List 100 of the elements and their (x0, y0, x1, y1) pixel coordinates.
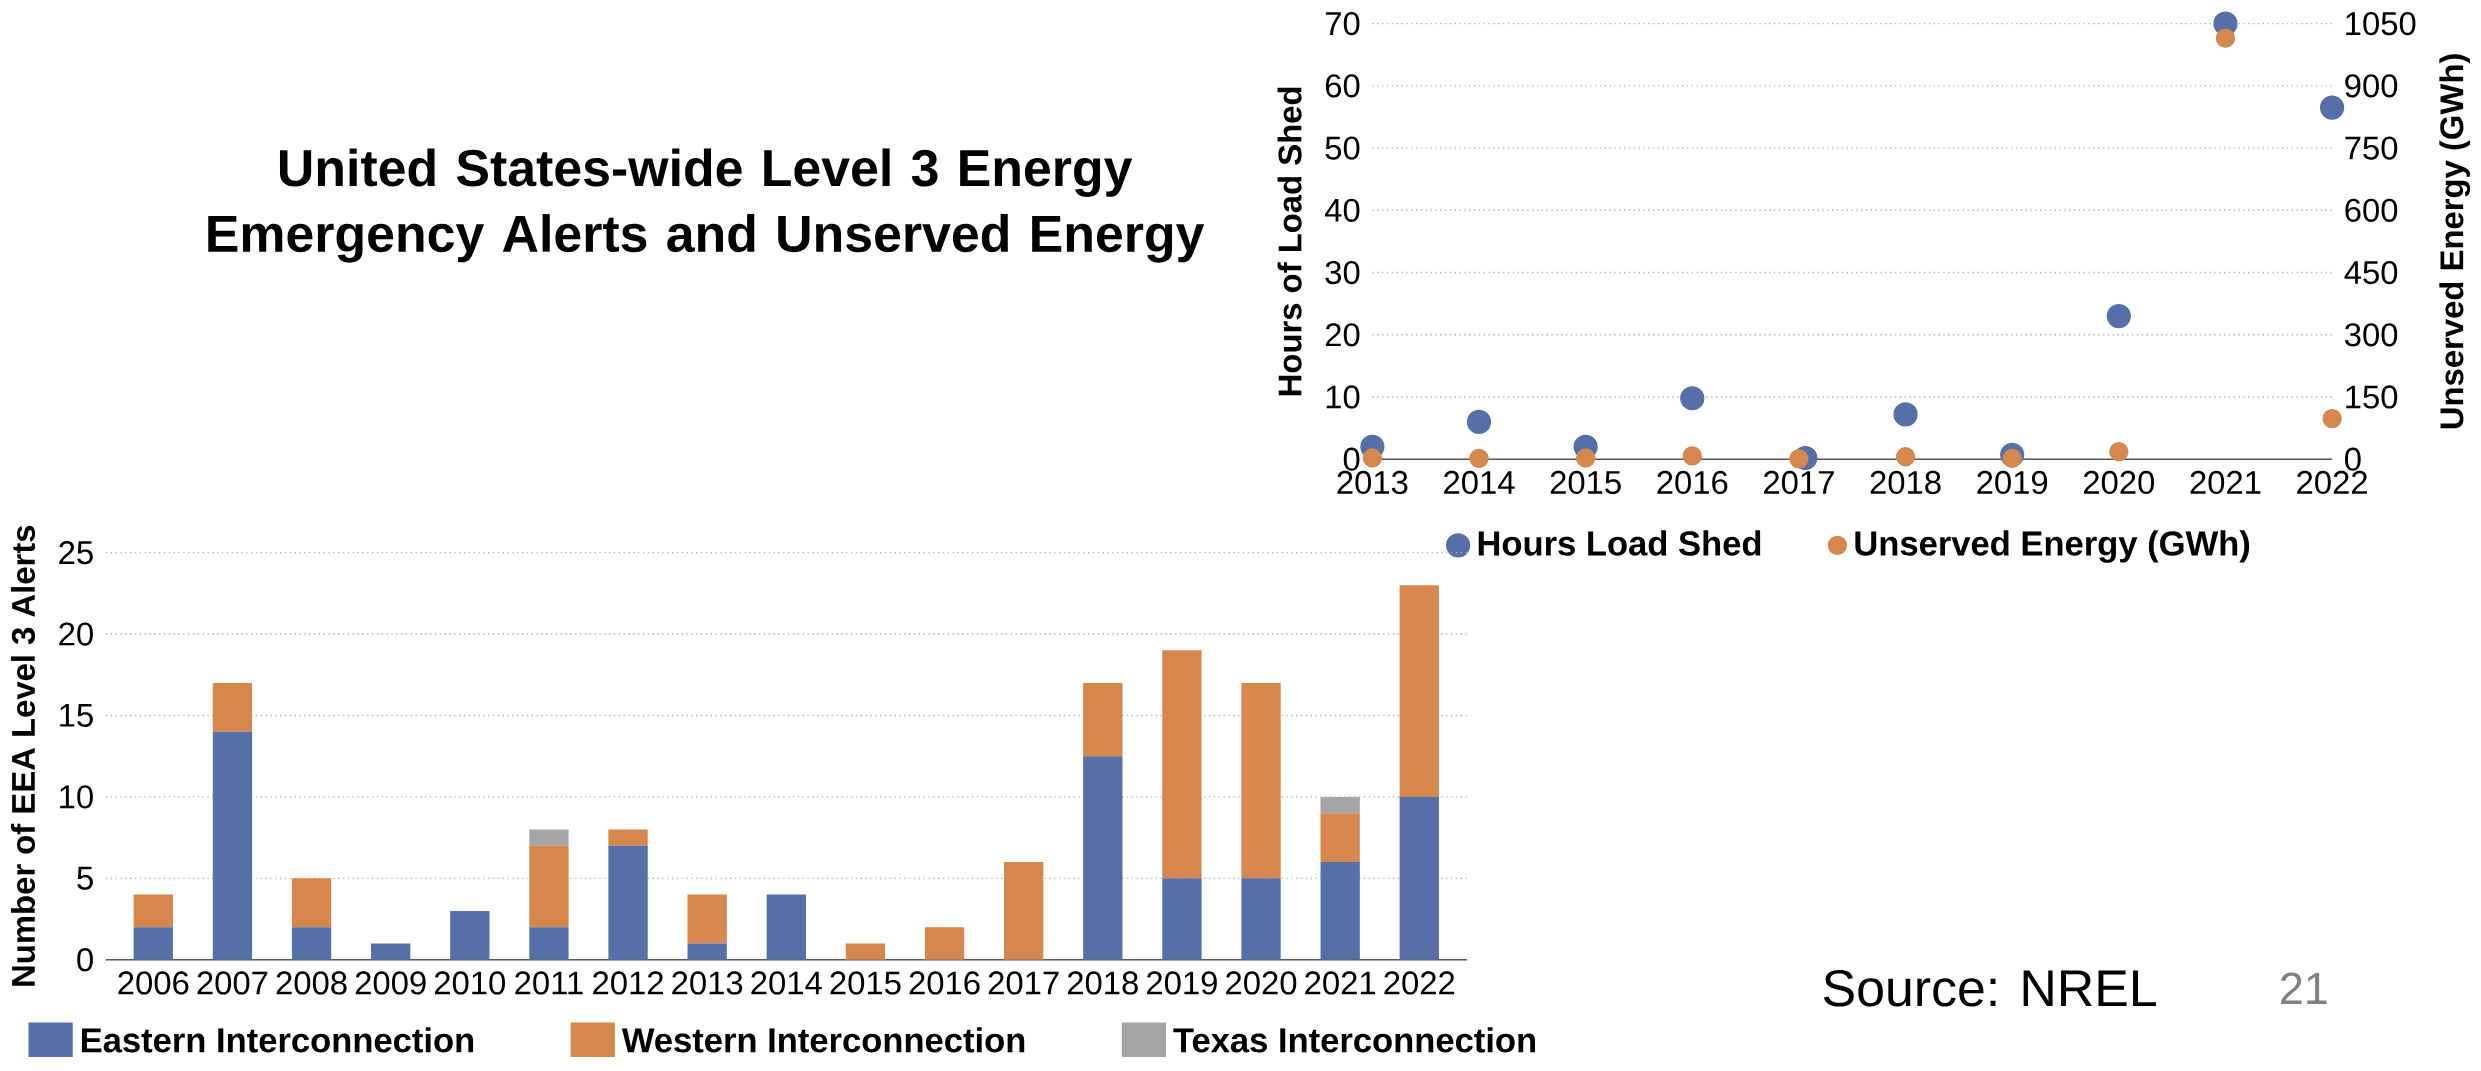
x-tick-label: 2019 (1147, 971, 1217, 995)
text: 21 (2281, 972, 2327, 1004)
bar (1399, 585, 1439, 797)
bar (1083, 756, 1123, 960)
x-tick-label: 2015 (1550, 470, 1621, 495)
x-tick-label: 2008 (276, 971, 347, 995)
bar (450, 910, 490, 960)
point (1893, 402, 1918, 427)
y-tick-label: 60 (1325, 74, 1360, 98)
x-tick-label: 2016 (1657, 470, 1728, 495)
y-tick-label: 70 (1325, 12, 1360, 36)
y2-tick-label: 750 (2345, 136, 2398, 160)
x-tick-label: 2010 (434, 971, 506, 995)
y-tick-label: 0 (1343, 447, 1360, 471)
x-tick-label: 2020 (2083, 470, 2155, 495)
y2-tick-label: 150 (2346, 385, 2398, 409)
x-tick-label: 2009 (355, 971, 426, 995)
bar (608, 829, 648, 846)
y-axis-title: Hours of Load Shed (1277, 87, 1302, 396)
point (2215, 28, 2236, 48)
bar (687, 894, 727, 944)
x-tick-label: 2014 (751, 971, 822, 995)
y2-axis-title: Unserved Energy (GWh) (2439, 54, 2471, 429)
bar (1083, 682, 1123, 757)
y2-tick-label: 900 (2345, 74, 2398, 98)
legend-label: Unserved Energy (GWh) (1855, 530, 2250, 563)
x-tick-label: 2007 (197, 971, 268, 995)
bar (1399, 796, 1439, 960)
y-tick-label: 20 (1325, 323, 1360, 347)
bar (529, 845, 569, 928)
x-tick-label: 2019 (1977, 470, 2048, 495)
x-tick-label: 2020 (1226, 971, 1297, 995)
x-tick-label: 2006 (118, 971, 189, 995)
point (2106, 304, 2131, 329)
bar (529, 829, 569, 846)
point (2109, 442, 2129, 462)
y-tick-label: 0 (77, 948, 93, 972)
y-tick-label: 30 (1325, 260, 1360, 285)
bar (133, 927, 173, 960)
bar (924, 927, 965, 960)
legend-label: Western Interconnection (621, 1027, 1025, 1053)
bar (1162, 878, 1202, 960)
point (2002, 448, 2022, 469)
y2-tick-label: 1050 (2346, 12, 2416, 36)
bar (1241, 682, 1281, 879)
x-tick-label: 2018 (1870, 470, 1941, 495)
legend-label: Hours Load Shed (1478, 530, 1761, 556)
bar (1241, 878, 1281, 960)
point (1362, 448, 1383, 468)
x-tick-label: 2022 (1384, 971, 1455, 995)
point (1789, 449, 1809, 469)
y-tick-label: 10 (1326, 385, 1360, 409)
bar (1320, 796, 1360, 814)
bar (1004, 862, 1044, 960)
y-tick-label: 5 (77, 866, 93, 890)
point (1575, 448, 1596, 468)
y2-tick-label: 0 (2345, 447, 2361, 471)
bar (291, 927, 332, 960)
x-tick-label: 2011 (515, 971, 583, 995)
bar (291, 878, 332, 928)
y2-tick-label: 450 (2344, 260, 2398, 285)
y2-tick-label: 300 (2344, 323, 2398, 347)
x-tick-label: 2017 (988, 971, 1059, 995)
bar (845, 943, 886, 960)
x-tick-label: 2018 (1067, 971, 1138, 995)
y-tick-label: 20 (59, 622, 93, 646)
x-tick-label: 2016 (909, 971, 980, 995)
bar (212, 731, 253, 960)
y-tick-label: 15 (60, 704, 93, 727)
legend-label: Texas Interconnection (1173, 1027, 1536, 1053)
bar (766, 894, 806, 960)
legend-label: Eastern Interconnection (81, 1027, 474, 1053)
source-note: Source: NREL (1823, 969, 2156, 1007)
y-axis-title: Number of EEA Level 3 Alerts (10, 525, 36, 986)
bar (371, 943, 411, 960)
point (1682, 446, 1702, 466)
bar (608, 845, 648, 960)
point (1469, 448, 1489, 469)
x-tick-label: 2012 (593, 971, 663, 995)
y-tick-label: 25 (59, 541, 93, 565)
bar (133, 894, 173, 928)
point (1466, 409, 1492, 434)
x-tick-label: 2013 (672, 971, 743, 995)
bar (212, 682, 253, 732)
x-tick-label: 2017 (1764, 470, 1834, 495)
x-tick-label: 2015 (830, 971, 901, 995)
y-tick-label: 40 (1324, 198, 1360, 222)
text: United States-wide Level 3 Energy Emergency Alerts and Unserved Energy (208, 148, 1205, 263)
point (1680, 386, 1705, 411)
bar (1162, 650, 1202, 879)
bar (529, 927, 569, 960)
y2-tick-label: 600 (2345, 198, 2398, 222)
x-tick-label: 2014 (1444, 470, 1515, 495)
y-tick-label: 10 (60, 785, 93, 809)
point (1895, 447, 1916, 467)
x-tick-label: 2021 (1305, 971, 1376, 995)
y-tick-label: 50 (1325, 136, 1360, 160)
x-tick-label: 2013 (1337, 470, 1408, 495)
x-tick-label: 2022 (2297, 470, 2367, 495)
bar (1320, 813, 1360, 863)
